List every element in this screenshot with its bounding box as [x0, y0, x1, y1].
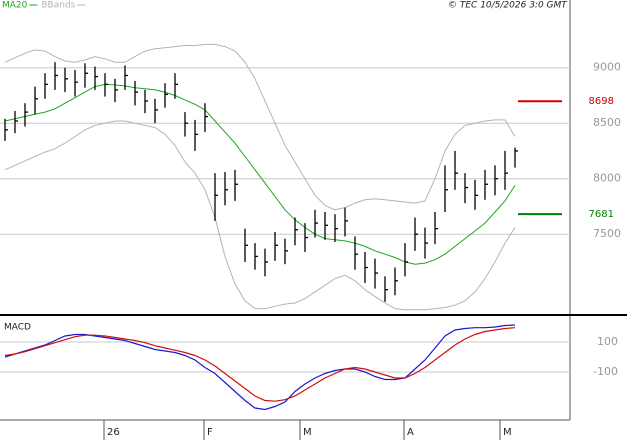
legend-label: MA20	[2, 1, 28, 11]
legend-label: BBands	[41, 1, 75, 11]
y-tick-label: 9000	[593, 61, 621, 74]
macd-line	[4, 324, 516, 411]
macd-line	[4, 327, 516, 402]
x-tick-label: M	[303, 427, 312, 438]
band-line	[4, 120, 516, 311]
ma-line	[4, 83, 516, 265]
level-label: 8698	[589, 96, 614, 107]
x-tick-label: F	[207, 427, 213, 438]
band-line	[4, 43, 516, 211]
y-tick-label: 8500	[593, 116, 621, 129]
panel-title: MACD	[4, 323, 31, 333]
x-tick-label: M	[503, 427, 512, 438]
y-tick-label: -100	[593, 365, 618, 378]
x-tick-label: 26	[107, 427, 120, 438]
level-label: 7681	[589, 209, 614, 220]
y-tick-label: 7500	[593, 227, 621, 240]
x-tick-label: A	[407, 427, 414, 438]
y-tick-label: 8000	[593, 172, 621, 185]
copyright: © TEC 10/5/2026 3:0 GMT	[448, 1, 568, 11]
y-tick-label: 100	[597, 335, 618, 348]
